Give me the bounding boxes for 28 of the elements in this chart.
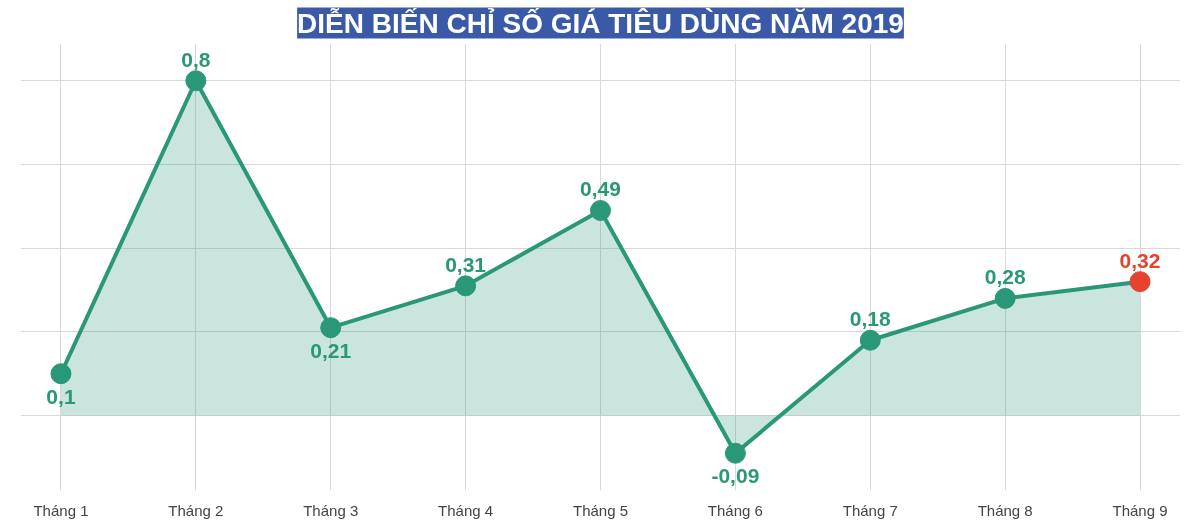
- data-label: 0,28: [984, 265, 1026, 289]
- x-tick-label: Tháng 9: [1112, 501, 1168, 519]
- point: [50, 363, 72, 385]
- point: [590, 200, 611, 221]
- point: [455, 275, 477, 297]
- data-label: 0,49: [580, 177, 621, 201]
- point: [185, 70, 207, 92]
- point: [859, 329, 881, 351]
- point: [994, 287, 1016, 309]
- point: [1129, 271, 1151, 293]
- x-tick-label: Tháng 6: [707, 501, 763, 519]
- point: [724, 442, 746, 464]
- x-tick-label: Tháng 5: [572, 501, 629, 519]
- x-tick-label: Tháng 7: [842, 501, 898, 519]
- data-label: 0,31: [445, 252, 487, 276]
- x-tick-label: Tháng 8: [977, 501, 1033, 519]
- data-label: 0,21: [310, 338, 352, 362]
- data-label: -0,09: [711, 464, 760, 488]
- x-tick-label: Tháng 4: [438, 501, 494, 519]
- chart-title: DIỄN BIẾN CHỈ SỐ GIÁ TIÊU DÙNG NĂM 2019: [297, 6, 904, 39]
- data-label: 0,32: [1119, 248, 1161, 272]
- data-label: 0,8: [181, 47, 211, 71]
- data-label: 0,18: [849, 307, 892, 331]
- x-tick-label: Tháng 2: [168, 501, 224, 519]
- x-tick-label: Tháng 3: [303, 501, 359, 519]
- point: [320, 317, 342, 339]
- data-label: 0,1: [46, 384, 76, 408]
- x-tick-label: Tháng 1: [33, 501, 89, 519]
